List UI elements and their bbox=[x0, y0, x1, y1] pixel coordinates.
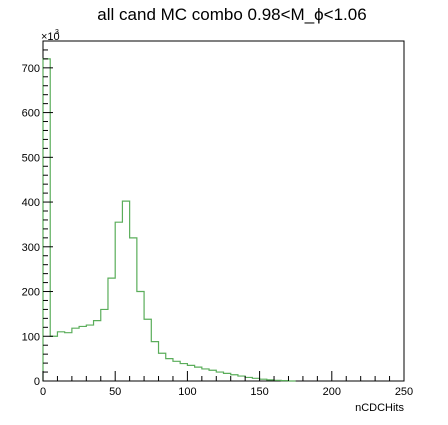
x-axis-label: nCDCHits bbox=[355, 402, 404, 414]
x-tick-label: 50 bbox=[109, 386, 121, 398]
histogram-bin-16 bbox=[159, 353, 166, 381]
histogram-bin-24 bbox=[216, 372, 223, 381]
histogram-line bbox=[42, 58, 296, 382]
histogram-bin-2 bbox=[57, 332, 64, 381]
histogram-bin-18 bbox=[173, 361, 180, 381]
histogram-bin-5 bbox=[79, 326, 86, 381]
histogram-bin-29 bbox=[252, 378, 259, 381]
x-tick-label: 150 bbox=[250, 386, 268, 398]
x-tick-label: 250 bbox=[395, 386, 413, 398]
histogram-bin-1 bbox=[50, 336, 57, 381]
histogram-bin-9 bbox=[108, 278, 115, 381]
histogram-bin-32 bbox=[274, 380, 281, 381]
y-tick-label: 300 bbox=[22, 242, 40, 254]
histogram-bin-10 bbox=[115, 222, 122, 381]
histogram-bin-19 bbox=[180, 364, 187, 381]
y-tick-label: 200 bbox=[22, 287, 40, 299]
histogram-bin-30 bbox=[260, 379, 267, 381]
y-tick-label: 700 bbox=[22, 63, 40, 75]
histogram-bin-20 bbox=[187, 365, 194, 381]
histogram-bin-26 bbox=[231, 375, 238, 381]
histogram-bin-7 bbox=[94, 321, 101, 381]
histogram-bin-8 bbox=[101, 309, 108, 381]
histogram-bin-12 bbox=[130, 238, 137, 381]
histogram-bin-31 bbox=[267, 380, 274, 381]
y-multiplier-label: ×10 bbox=[41, 31, 60, 43]
y-tick-label: 100 bbox=[22, 331, 40, 343]
histogram-bin-22 bbox=[202, 369, 209, 381]
histogram-bin-27 bbox=[238, 376, 245, 381]
histogram-bin-6 bbox=[86, 325, 93, 381]
histogram-bin-17 bbox=[166, 359, 173, 381]
histogram-bin-23 bbox=[209, 370, 216, 381]
histogram-bin-14 bbox=[144, 319, 151, 381]
y-tick-label: 500 bbox=[22, 152, 40, 164]
histogram-bin-11 bbox=[122, 201, 129, 381]
x-tick-label: 200 bbox=[323, 386, 341, 398]
x-tick-label: 0 bbox=[40, 386, 46, 398]
histogram-bin-21 bbox=[195, 367, 202, 381]
histogram-bin-4 bbox=[72, 328, 79, 381]
histogram-bin-13 bbox=[137, 292, 144, 381]
chart-title: all cand MC combo 0.98<M_ϕ<1.06 bbox=[97, 5, 366, 24]
y-tick-label: 0 bbox=[34, 376, 40, 388]
y-tick-label: 600 bbox=[22, 108, 40, 120]
y-multiplier-exponent: 3 bbox=[55, 29, 59, 36]
histogram-bin-3 bbox=[65, 333, 72, 381]
y-tick-label: 400 bbox=[22, 197, 40, 209]
histogram-bin-15 bbox=[151, 342, 158, 381]
x-tick-label: 100 bbox=[178, 386, 196, 398]
histogram-bin-25 bbox=[224, 373, 231, 381]
histogram-bin-28 bbox=[245, 377, 252, 381]
